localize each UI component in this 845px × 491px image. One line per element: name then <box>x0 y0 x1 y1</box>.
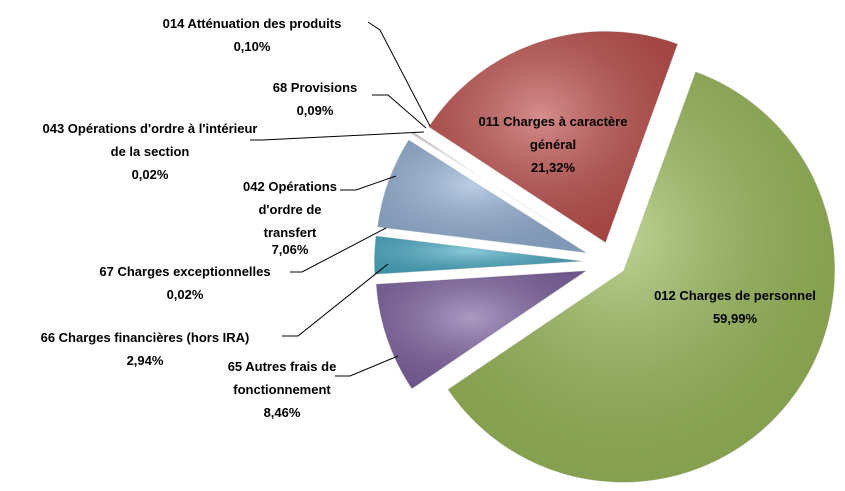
slice-shade <box>428 31 679 244</box>
slice-label: 66 Charges financières (hors IRA) 2,94% <box>0 326 290 372</box>
leader-line <box>335 355 399 377</box>
slice-name: 68 Provisions <box>272 80 358 95</box>
leader-line <box>250 131 425 141</box>
slice-name: 011 Charges à caractère général <box>478 114 628 152</box>
slice-name: 65 Autres frais de fonctionnement <box>227 359 337 397</box>
slice-value: 0,10% <box>233 39 271 54</box>
leader-line <box>290 227 387 273</box>
slice-value: 0,02% <box>131 167 169 182</box>
leader-line <box>340 175 397 191</box>
slice-label: 042 Opérations d'ordre de transfert 7,06% <box>238 175 343 261</box>
slice-name: 67 Charges exceptionnelles <box>99 264 271 279</box>
slice-shade <box>412 131 591 248</box>
slice-label: 67 Charges exceptionnelles 0,02% <box>60 260 310 306</box>
slice-value: 2,94% <box>126 353 164 368</box>
slice-label: 043 Opérations d'ordre à l'intérieur de … <box>43 117 258 186</box>
slice-name: 014 Atténuation des produits <box>162 16 342 31</box>
slice-shade <box>375 270 588 390</box>
slice-value: 0,09% <box>296 103 334 118</box>
slice-shade <box>447 71 836 483</box>
slice-value: 0,02% <box>166 287 204 302</box>
slice-value: 8,46% <box>263 405 301 420</box>
leader-line <box>372 94 427 129</box>
slice-value: 59,99% <box>712 311 758 326</box>
leader-line <box>367 21 431 127</box>
slice-name: 042 Opérations d'ordre de transfert <box>243 179 337 240</box>
slice-label: 65 Autres frais de fonctionnement 8,46% <box>207 355 357 424</box>
slices <box>373 30 836 484</box>
slice-label: 68 Provisions 0,09% <box>240 76 390 122</box>
slice-name: 66 Charges financières (hors IRA) <box>40 330 250 345</box>
slice-shade <box>377 139 588 254</box>
slice-label: 011 Charges à caractère général 21,32% <box>466 110 641 179</box>
slice-label: 012 Charges de personnel 59,99% <box>625 284 845 330</box>
slice-value: 21,32% <box>530 160 576 175</box>
slice-shade <box>374 235 587 275</box>
leader-line <box>282 263 389 337</box>
slice-value: 7,06% <box>271 242 309 257</box>
slice-label: 014 Atténuation des produits 0,10% <box>132 12 372 58</box>
slice-name: 043 Opérations d'ordre à l'intérieur de … <box>42 121 258 159</box>
slice-name: 012 Charges de personnel <box>654 288 816 303</box>
slice-shade <box>375 232 587 259</box>
